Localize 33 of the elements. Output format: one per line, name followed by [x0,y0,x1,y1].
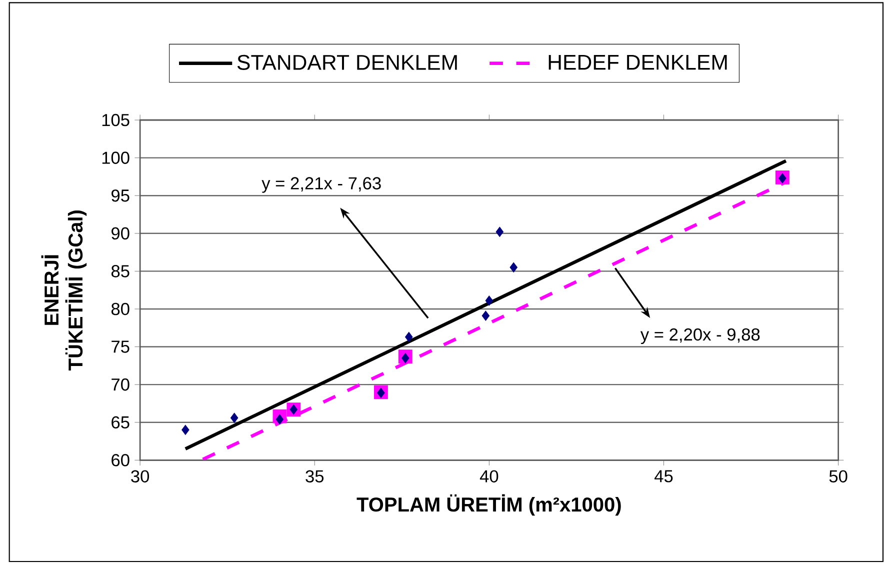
annotation: y = 2,20x - 9,88 [640,328,760,344]
point [290,404,298,415]
point [276,414,284,424]
y-tick-label: 70 [112,378,130,391]
x-tick-label: 30 [131,470,150,483]
point [485,296,494,306]
point [405,332,413,342]
y-tick-label: 60 [112,454,130,466]
x-tick-label: 45 [654,470,673,482]
point [182,424,190,436]
annotation: y = 2,21x - 7,63 [262,177,381,193]
point [778,173,786,184]
x-tick-label: 50 [829,470,848,483]
y-tick-label: 95 [112,190,130,202]
x-tick-label: 40 [480,470,498,483]
point [230,412,238,423]
legend-label: STANDART DENKLEM [237,54,457,70]
point [510,262,518,273]
legend-label: HEDEF DENKLEM [548,55,727,70]
y-tick-label: 80 [111,302,130,316]
y-tick-label: 105 [102,114,130,126]
y-tick-label: 65 [112,416,130,429]
y-tick-label: 85 [111,265,130,278]
point [402,353,410,364]
x-tick-label: 35 [306,470,324,483]
point [496,226,504,238]
y-axis-title: ENERJİ TÜKETİMİ (GCal) [41,210,87,371]
x-axis-title: TOPLAM ÜRETİM (m²x1000) [356,494,621,516]
y-tick-label: 90 [112,227,130,240]
y-tick-label: 75 [112,340,130,353]
y-tick-label: 100 [102,152,130,164]
point [482,310,490,321]
point [377,388,385,398]
